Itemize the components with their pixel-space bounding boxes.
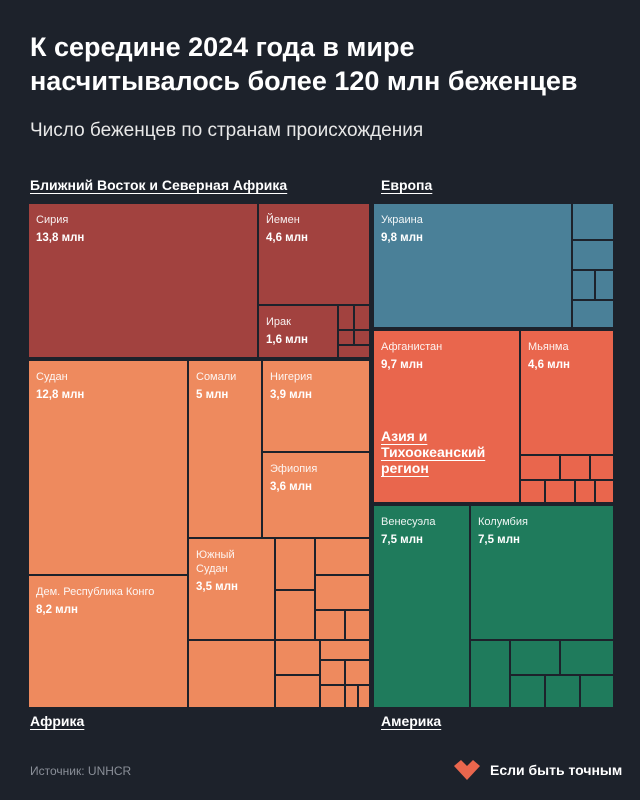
minor-cell — [338, 305, 354, 330]
minor-cell — [345, 660, 370, 685]
minor-cell — [590, 455, 614, 480]
treemap-cell: Украина 9,8 млн — [373, 203, 572, 328]
treemap-cell: Эфиопия 3,6 млн — [262, 452, 370, 538]
value-label: 1,6 млн — [266, 334, 308, 346]
value-label: 8,2 млн — [36, 604, 78, 616]
minor-cell — [595, 270, 614, 300]
cell-label: Венесуэла — [381, 516, 436, 528]
cell-label: Сомали — [196, 371, 237, 383]
minor-cell — [520, 480, 545, 503]
minor-cell — [510, 675, 545, 708]
cell-label: Украина — [381, 214, 423, 226]
value-label: 9,7 млн — [381, 359, 423, 371]
minor-cell — [315, 538, 370, 575]
treemap-cell: Дем. Республика Конго 8,2 млн — [28, 575, 188, 708]
minor-cell — [560, 640, 614, 675]
treemap-cell: Венесуэла 7,5 млн — [373, 505, 470, 708]
section-label: Африка — [30, 713, 85, 729]
value-label: 13,8 млн — [36, 232, 85, 244]
cell-label: Эфиопия — [270, 463, 318, 475]
cell-label: Южный Судан — [196, 549, 235, 575]
source: Источник: UNHCR — [30, 764, 132, 778]
cell-label: Мьянма — [528, 341, 569, 353]
cell-label: Судан — [36, 371, 68, 383]
minor-cell — [338, 330, 354, 345]
minor-cell — [338, 345, 370, 358]
minor-cell — [345, 685, 358, 708]
minor-cell — [595, 480, 614, 503]
minor-cell — [320, 685, 345, 708]
value-label: 3,6 млн — [270, 481, 312, 493]
cell-label: Йемен — [266, 214, 300, 226]
minor-cell — [275, 675, 320, 708]
section-label: Европа — [381, 177, 433, 193]
cell-label: Сирия — [36, 214, 69, 226]
minor-cell — [575, 480, 595, 503]
value-label: 4,6 млн — [266, 232, 308, 244]
minor-cell — [572, 240, 614, 270]
section-label: Ближний Восток и Северная Африка — [30, 177, 288, 193]
minor-cell — [358, 685, 370, 708]
chart-subtitle: Число беженцев по странам происхождения — [30, 120, 424, 141]
treemap-cell: Нигерия 3,9 млн — [262, 360, 370, 452]
minor-cell — [275, 538, 315, 590]
treemap-cell: Южный Судан 3,5 млн — [188, 538, 275, 640]
brand: Если быть точным — [490, 762, 623, 778]
section-label: Азия и Тихоокеанский регион — [381, 428, 486, 476]
cell-label: Колумбия — [478, 516, 528, 528]
treemap-cell: Афганистан 9,7 млн — [373, 330, 520, 503]
minor-cell — [354, 305, 370, 330]
value-label: 12,8 млн — [36, 389, 85, 401]
value-label: 5 млн — [196, 389, 229, 401]
treemap-cell: Йемен 4,6 млн — [258, 203, 370, 305]
minor-cell — [188, 640, 275, 708]
minor-cell — [572, 300, 614, 328]
minor-cell — [320, 660, 345, 685]
treemap-cell: Сомали 5 млн — [188, 360, 262, 538]
value-label: 7,5 млн — [381, 534, 423, 546]
minor-cell — [354, 330, 370, 345]
cell-label: Нигерия — [270, 371, 313, 383]
minor-cell — [345, 610, 370, 640]
minor-cell — [572, 203, 614, 240]
minor-cell — [545, 675, 580, 708]
treemap-cell: Колумбия 7,5 млн — [470, 505, 614, 640]
chart-title: К середине 2024 года в мире насчитывалос… — [30, 32, 578, 96]
value-label: 9,8 млн — [381, 232, 423, 244]
treemap-cell: Ирак 1,6 млн — [258, 305, 338, 358]
minor-cell — [572, 270, 595, 300]
minor-cell — [315, 575, 370, 610]
treemap-cell: Сирия 13,8 млн — [28, 203, 258, 358]
logo — [454, 760, 480, 780]
cell-label: Дем. Республика Конго — [36, 586, 155, 598]
minor-cell — [275, 640, 320, 675]
minor-cell — [275, 590, 315, 640]
minor-cell — [545, 480, 575, 503]
value-label: 3,9 млн — [270, 389, 312, 401]
value-label: 4,6 млн — [528, 359, 570, 371]
minor-cell — [580, 675, 614, 708]
minor-cell — [470, 640, 510, 708]
value-label: 3,5 млн — [196, 581, 238, 593]
minor-cell — [510, 640, 560, 675]
cell-label: Ирак — [266, 316, 291, 328]
section-label: Америка — [381, 713, 442, 729]
treemap-cell: Судан 12,8 млн — [28, 360, 188, 575]
minor-cell — [315, 610, 345, 640]
minor-cell — [320, 640, 370, 660]
treemap-cell: Мьянма 4,6 млн — [520, 330, 614, 455]
value-label: 7,5 млн — [478, 534, 520, 546]
cell-label: Афганистан — [381, 341, 443, 353]
minor-cell — [560, 455, 590, 480]
minor-cell — [520, 455, 560, 480]
